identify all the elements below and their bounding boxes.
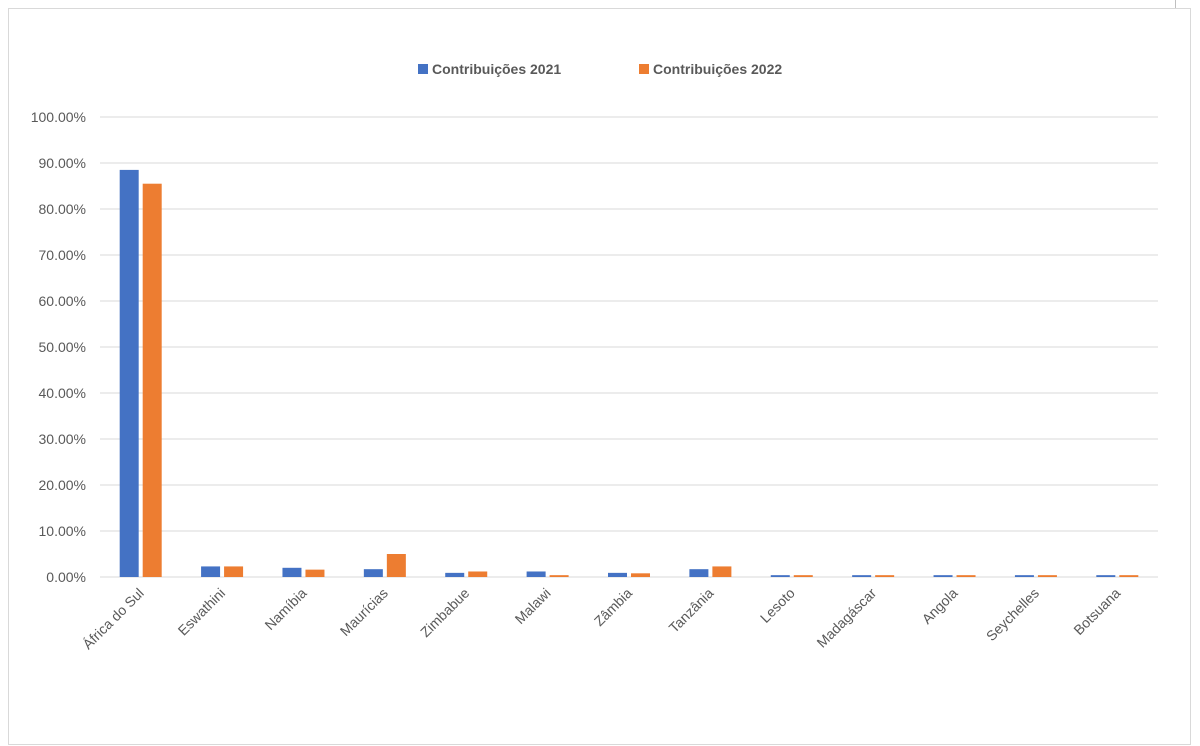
- bar-2022: [386, 554, 406, 577]
- x-tick-label: Madagáscar: [813, 585, 879, 651]
- bar-2022: [956, 575, 976, 577]
- bar-2021: [282, 567, 302, 577]
- bar-2022: [549, 575, 569, 577]
- bar-2021: [608, 572, 627, 577]
- x-tick-label: Angola: [919, 585, 961, 627]
- bar-2021: [201, 566, 221, 577]
- bar-2022: [875, 575, 895, 577]
- bar-2022: [468, 571, 488, 577]
- legend: Contribuições 2021 Contribuições 2022: [418, 61, 782, 77]
- bar-2022: [1037, 575, 1057, 577]
- y-tick-label: 30.00%: [39, 431, 86, 447]
- bar-2022: [305, 569, 325, 577]
- bar-2021: [770, 575, 790, 577]
- y-tick-label: 0.00%: [46, 569, 86, 585]
- y-tick-label: 80.00%: [39, 201, 86, 217]
- bar-2022: [142, 183, 162, 577]
- bar-2022: [631, 573, 650, 577]
- bar-2022: [1119, 575, 1139, 577]
- legend-label-2021: Contribuições 2021: [432, 61, 561, 77]
- y-tick-label: 40.00%: [39, 385, 86, 401]
- x-axis-tick-labels: África do Sul Eswathini Namíbia Maurícias Zi…: [79, 585, 1123, 653]
- legend-swatch-2021: [418, 64, 428, 74]
- bar-2021: [1014, 575, 1034, 577]
- y-tick-label: 20.00%: [39, 477, 86, 493]
- chart-area: [8, 8, 1191, 745]
- x-tick-label: Botsuana: [1070, 585, 1123, 638]
- x-tick-label: Zimbabue: [417, 585, 472, 640]
- x-tick-label: Malawi: [512, 585, 554, 627]
- legend-swatch-2022: [639, 64, 649, 74]
- x-tick-label: Lesoto: [757, 585, 798, 626]
- y-tick-label: 50.00%: [39, 339, 86, 355]
- bar-2021: [445, 572, 465, 577]
- y-tick-label: 70.00%: [39, 247, 86, 263]
- legend-item-2022: Contribuições 2022: [639, 61, 782, 77]
- bar-2021: [119, 169, 139, 577]
- bar-2021: [1096, 575, 1116, 577]
- x-tick-label: Eswathini: [175, 585, 229, 639]
- x-tick-label: Maurícias: [337, 585, 391, 639]
- y-tick-label: 100.00%: [31, 109, 86, 125]
- bar-2022: [793, 575, 813, 577]
- bar-2021: [852, 575, 872, 577]
- bar-2021: [933, 575, 953, 577]
- y-tick-label: 60.00%: [39, 293, 86, 309]
- bars: [119, 169, 1139, 577]
- gridlines: [100, 116, 1158, 578]
- x-tick-label: África do Sul: [79, 585, 146, 652]
- y-tick-label: 10.00%: [39, 523, 86, 539]
- bar-2022: [712, 566, 732, 577]
- legend-item-2021: Contribuições 2021: [418, 61, 561, 77]
- bar-2021: [363, 569, 383, 577]
- bar-2021: [526, 571, 546, 577]
- x-tick-label: Zâmbia: [591, 585, 635, 629]
- y-tick-label: 90.00%: [39, 155, 86, 171]
- frame-corner-mark: [1175, 0, 1176, 8]
- legend-label-2022: Contribuições 2022: [653, 61, 782, 77]
- y-axis-tick-labels: 0.00% 10.00% 20.00% 30.00% 40.00% 50.00% 60.00…: [31, 109, 86, 585]
- x-tick-label: Seychelles: [983, 585, 1042, 644]
- bar-2022: [224, 566, 244, 577]
- bar-2021: [689, 569, 709, 577]
- x-tick-label: Namíbia: [261, 585, 309, 633]
- x-tick-label: Tanzânia: [666, 585, 717, 636]
